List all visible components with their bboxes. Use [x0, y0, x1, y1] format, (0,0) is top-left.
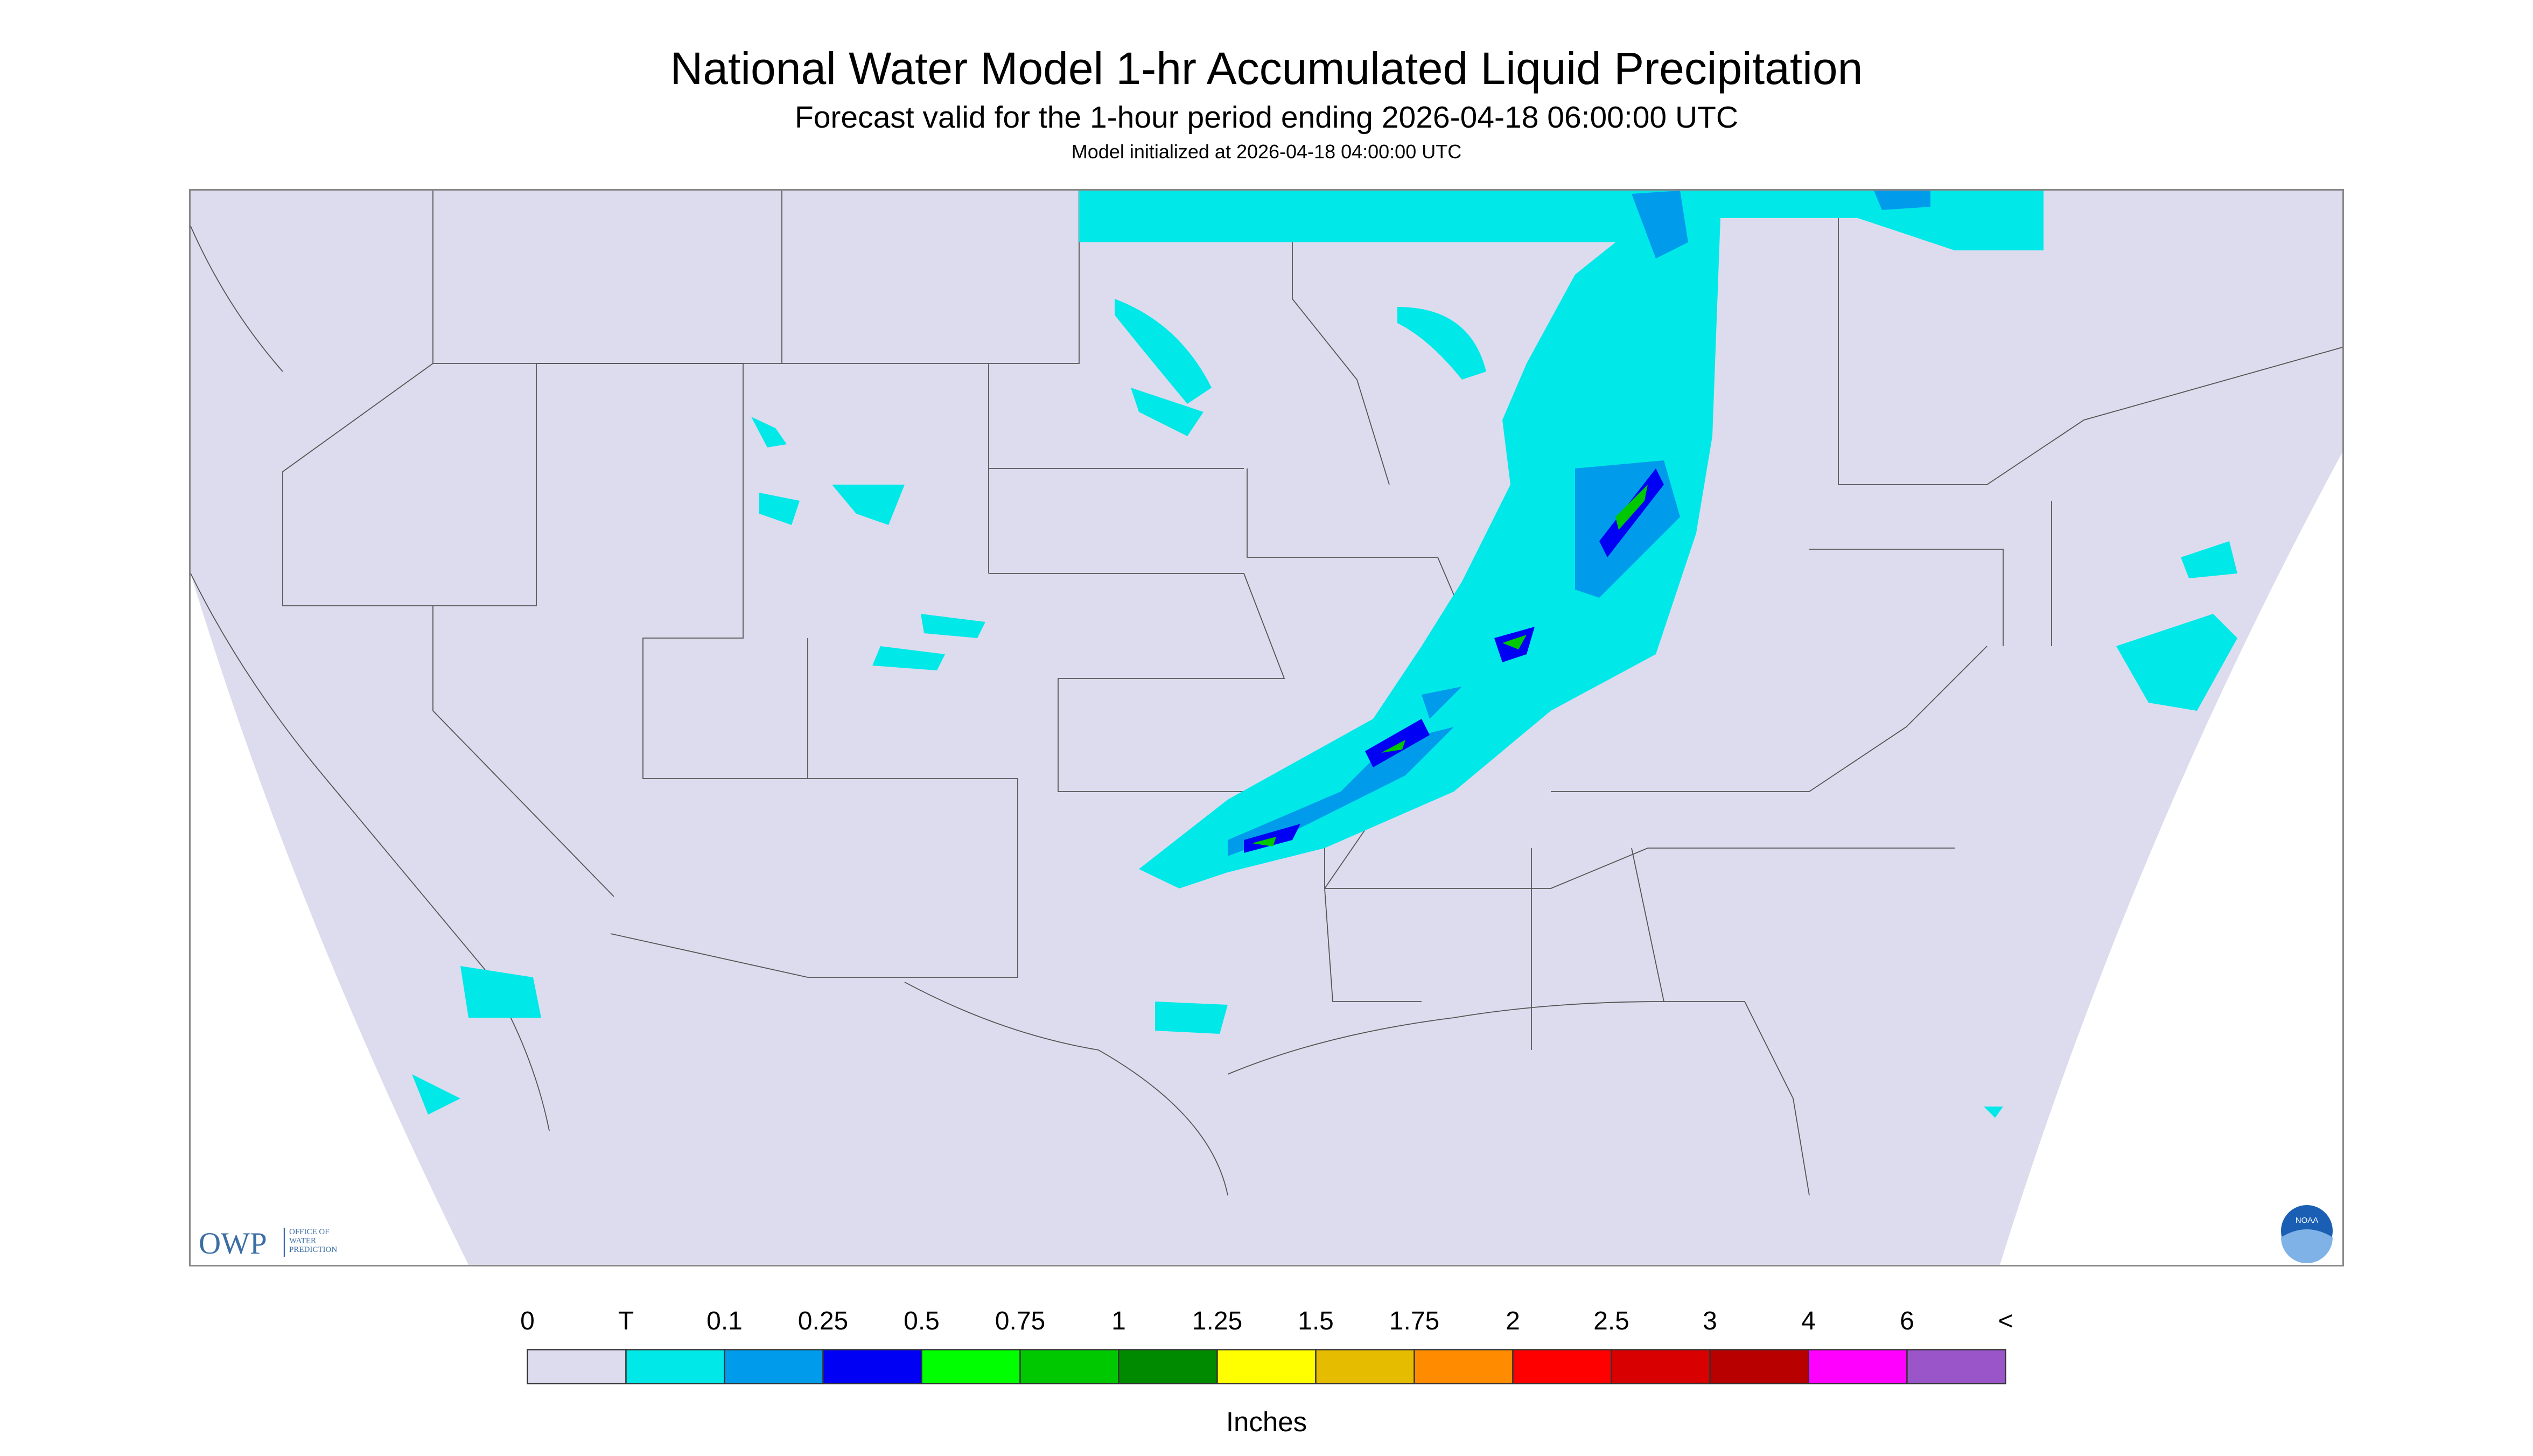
- legend-label: 1.5: [1298, 1307, 1334, 1335]
- legend-swatch: [527, 1349, 627, 1384]
- legend-swatch: [1709, 1349, 1809, 1384]
- legend-label: 0: [520, 1307, 535, 1335]
- init-time: Model initialized at 2026-04-18 04:00:00…: [1072, 141, 1461, 163]
- subtitle: Forecast valid for the 1-hour period end…: [795, 100, 1738, 135]
- legend-label: 3: [1703, 1307, 1717, 1335]
- legend-label: 0.1: [706, 1307, 743, 1335]
- legend-label: 6: [1900, 1307, 1914, 1335]
- owp-text: PREDICTION: [289, 1245, 337, 1254]
- legend-label: 2: [1506, 1307, 1520, 1335]
- legend-swatch: [1512, 1349, 1612, 1384]
- legend-label: 0.25: [798, 1307, 848, 1335]
- legend-swatch: [1611, 1349, 1711, 1384]
- legend-label: T: [618, 1307, 634, 1335]
- model-domain: [191, 191, 2342, 1265]
- legend-label: 4: [1801, 1307, 1816, 1335]
- legend-swatch: [625, 1349, 725, 1384]
- legend-swatch: [1118, 1349, 1218, 1384]
- legend-swatch: [822, 1349, 922, 1384]
- legend-swatch: [1414, 1349, 1514, 1384]
- legend-swatch: [921, 1349, 1021, 1384]
- legend-label: 2.5: [1593, 1307, 1629, 1335]
- owp-text: WATER: [289, 1237, 316, 1245]
- noaa-logo: NOAA: [2281, 1205, 2333, 1264]
- title: National Water Model 1-hr Accumulated Li…: [670, 43, 1863, 94]
- owp-mark: OWP: [199, 1227, 267, 1261]
- legend-unit: Inches: [1226, 1406, 1307, 1437]
- legend-swatch: [724, 1349, 824, 1384]
- legend-swatch: [1906, 1349, 2006, 1384]
- legend-swatch: [1216, 1349, 1317, 1384]
- legend-label: 0.5: [904, 1307, 940, 1335]
- owp-text: OFFICE OF: [289, 1228, 330, 1236]
- legend-swatch: [1019, 1349, 1119, 1384]
- legend-label: <: [1998, 1307, 2013, 1335]
- legend-label: 1: [1111, 1307, 1126, 1335]
- legend-swatch: [1808, 1349, 1908, 1384]
- legend-label: 1.25: [1192, 1307, 1242, 1335]
- legend-label: 0.75: [995, 1307, 1045, 1335]
- noaa-mark: NOAA: [2296, 1216, 2319, 1225]
- legend-label: 1.75: [1389, 1307, 1439, 1335]
- legend-swatch: [1315, 1349, 1415, 1384]
- precip-shading: [412, 191, 2237, 1118]
- legend: 0 T 0.1 0.25 0.5 0.75 1 1.25 1.5 1.75 2 2.5 3 4 6 <: [520, 1307, 2013, 1384]
